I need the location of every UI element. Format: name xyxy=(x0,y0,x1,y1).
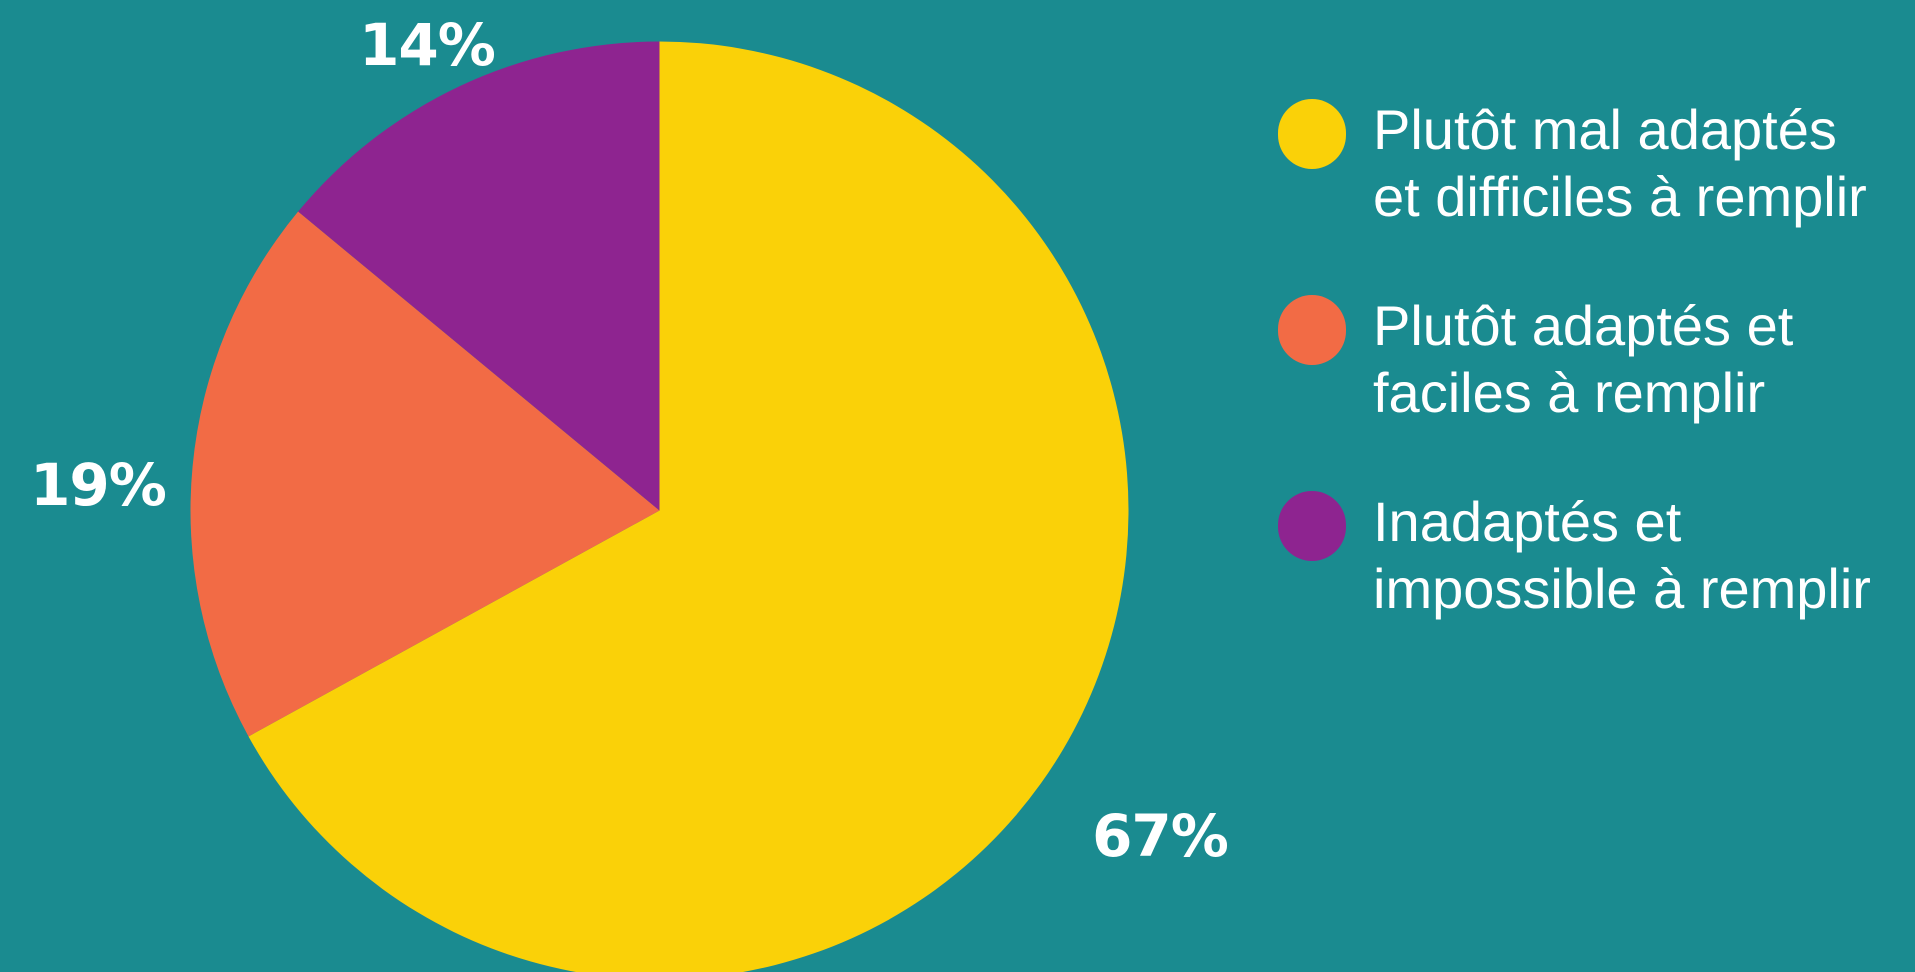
legend-item: Inadaptés et impossible à remplir xyxy=(1278,488,1871,622)
legend-swatch xyxy=(1278,491,1346,561)
legend: Plutôt mal adaptés et difficiles à rempl… xyxy=(1278,96,1871,684)
legend-swatch xyxy=(1278,99,1346,169)
legend-swatch xyxy=(1278,295,1346,365)
legend-label: Inadaptés et impossible à remplir xyxy=(1373,490,1871,620)
data-label: 14% xyxy=(359,11,495,79)
pie-slice xyxy=(248,41,1129,972)
legend-label: Plutôt mal adaptés et difficiles à rempl… xyxy=(1373,98,1867,228)
pie-slice xyxy=(190,211,660,737)
legend-item: Plutôt adaptés et faciles à remplir xyxy=(1278,292,1871,426)
legend-label: Plutôt adaptés et faciles à remplir xyxy=(1373,294,1794,424)
legend-item: Plutôt mal adaptés et difficiles à rempl… xyxy=(1278,96,1871,230)
data-label: 67% xyxy=(1092,802,1228,870)
pie-slice xyxy=(298,41,660,511)
data-label: 19% xyxy=(30,451,166,519)
